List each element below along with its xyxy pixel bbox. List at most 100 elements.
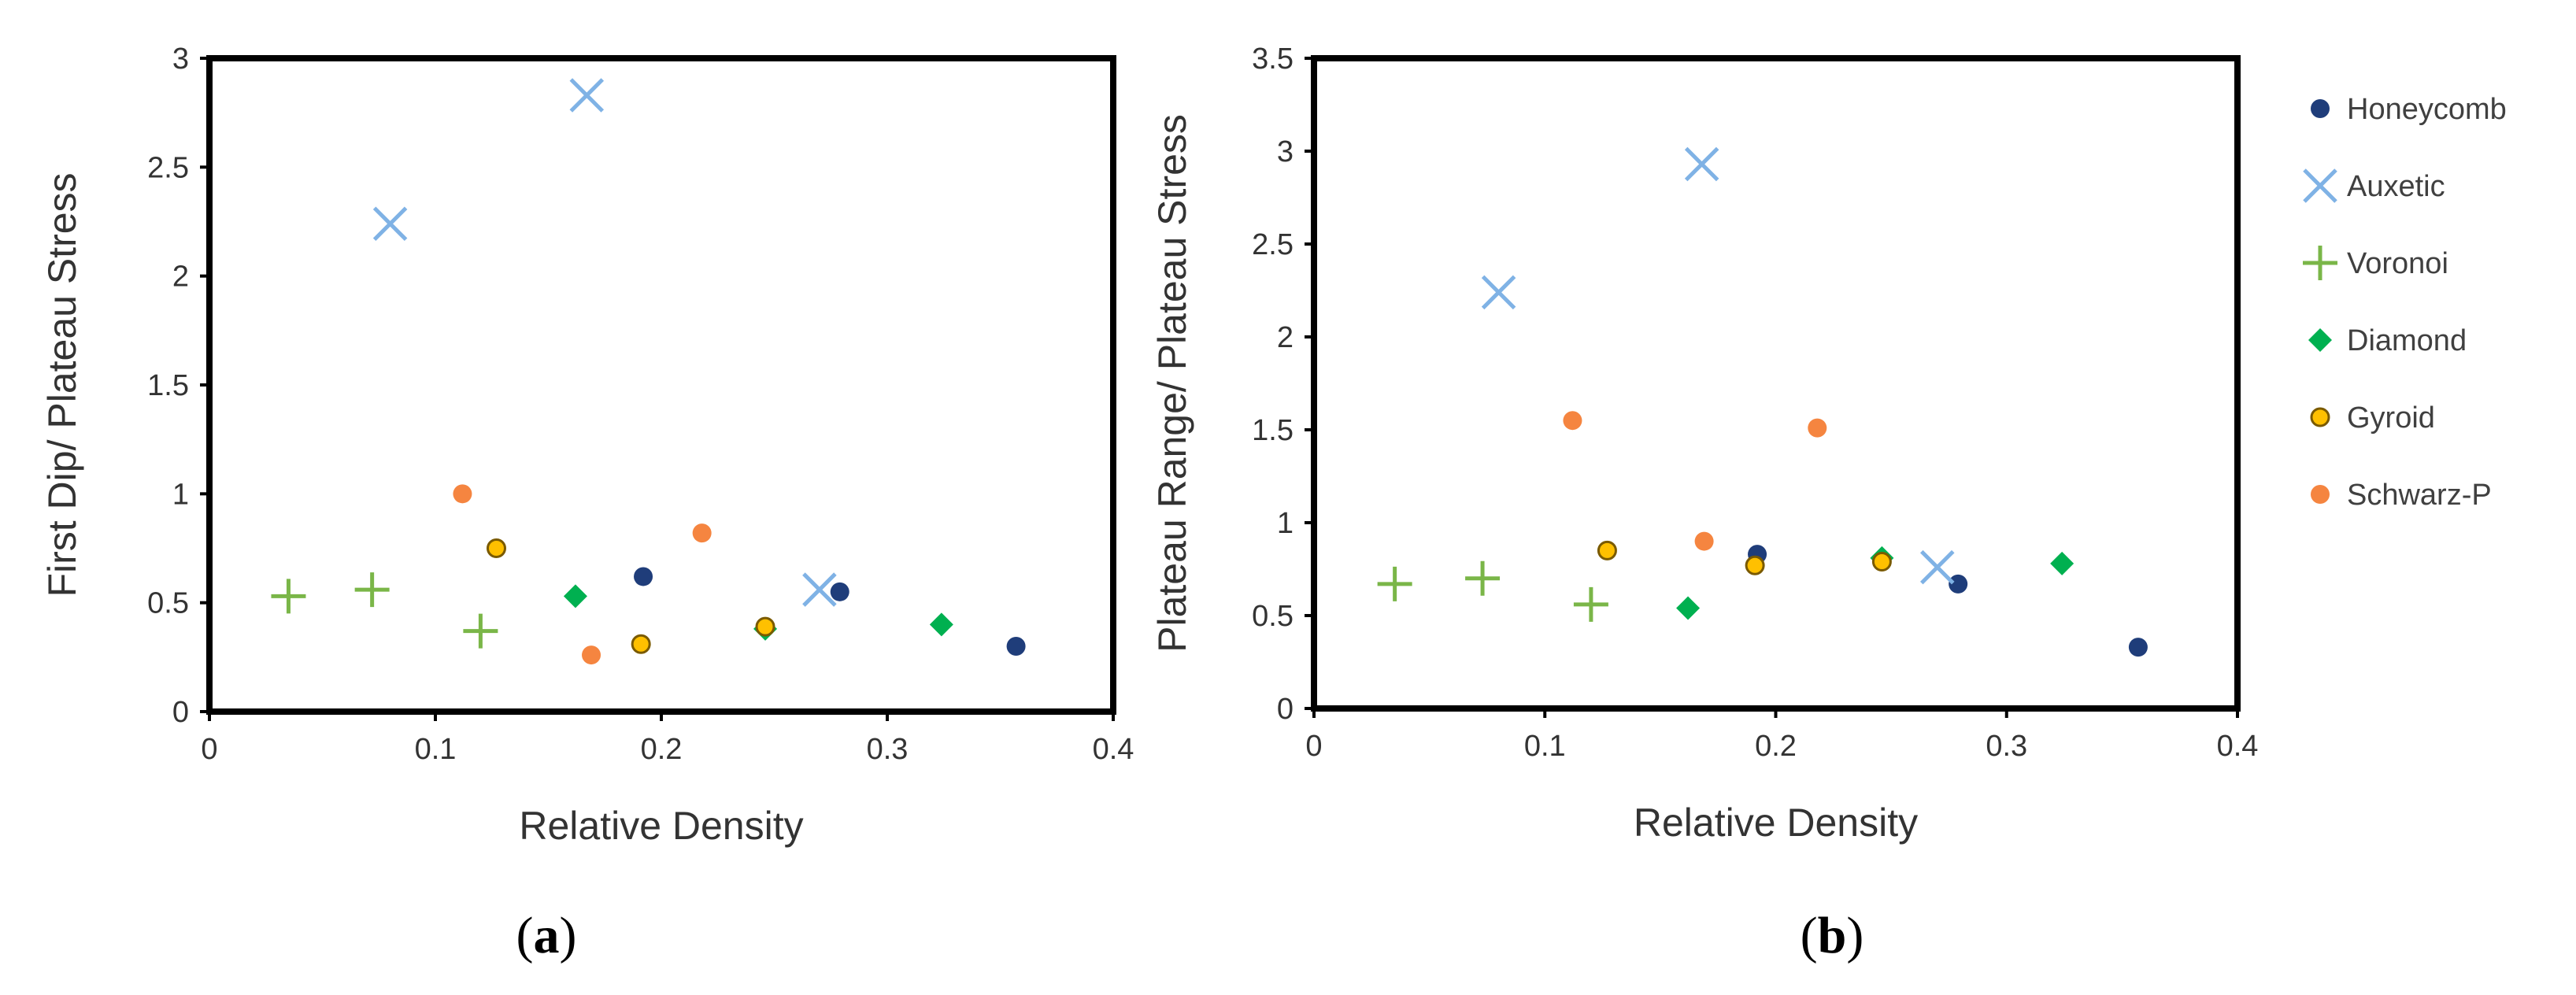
x-tick-label: 0 bbox=[1305, 730, 1322, 763]
panel-b-chart: 0 0.5 1 1.5 2 2.5 3 3.5 0 0.1 0.2 0.3 0.4 Relative De… bbox=[1150, 43, 2258, 964]
legend-item-diamond: Diamond bbox=[2308, 324, 2467, 357]
data-point-honeycomb bbox=[2128, 638, 2148, 657]
plot-frame bbox=[206, 55, 1116, 715]
data-point-schwarz-p bbox=[1694, 531, 1714, 551]
marker-shape bbox=[2128, 638, 2148, 657]
marker-shape bbox=[2308, 328, 2332, 352]
data-point-gyroid bbox=[1871, 552, 1892, 572]
y-tick-label: 0.5 bbox=[147, 587, 189, 620]
marker-shape bbox=[2310, 407, 2330, 427]
marker-stroke bbox=[1481, 275, 1516, 310]
marker-stroke bbox=[2303, 168, 2337, 203]
panel-label-paren: ( bbox=[516, 907, 534, 964]
panel-label-letter: a bbox=[534, 907, 560, 964]
data-point-voronoi bbox=[1573, 586, 1608, 622]
series-auxetic bbox=[1481, 146, 1955, 585]
y-tick-label: 2 bbox=[172, 261, 189, 294]
data-point-voronoi bbox=[1465, 560, 1501, 596]
y-tick-label: 0.5 bbox=[1252, 600, 1294, 633]
series-auxetic bbox=[372, 78, 837, 607]
x-tick-label: 0.1 bbox=[1524, 730, 1566, 763]
panel-label-letter: b bbox=[1818, 907, 1847, 964]
panel-label-paren: ) bbox=[1846, 907, 1864, 964]
data-point-auxetic bbox=[1481, 275, 1516, 310]
legend-label: Schwarz-P bbox=[2347, 479, 2492, 512]
marker-shape bbox=[1694, 531, 1714, 551]
marker-shape bbox=[582, 645, 601, 665]
data-point-diamond bbox=[2050, 551, 2074, 575]
y-tick-label: 2.5 bbox=[1252, 228, 1294, 261]
data-point-gyroid bbox=[1597, 540, 1617, 560]
y-tick-label: 3 bbox=[1277, 135, 1294, 168]
legend-marker-gyroid bbox=[2310, 407, 2330, 427]
marker-stroke bbox=[1684, 146, 1719, 182]
data-point-schwarz-p bbox=[453, 484, 472, 504]
y-tick-label: 1.5 bbox=[147, 369, 189, 402]
y-tick-label: 0 bbox=[172, 696, 189, 729]
data-point-honeycomb bbox=[1006, 637, 1026, 656]
series-honeycomb bbox=[634, 567, 1026, 656]
data-point-diamond bbox=[929, 612, 953, 637]
marker-shape bbox=[692, 523, 712, 543]
y-tick-label: 1.5 bbox=[1252, 414, 1294, 447]
data-point-voronoi bbox=[271, 579, 306, 614]
x-tick-label: 0.4 bbox=[1093, 733, 1134, 766]
legend-item-gyroid: Gyroid bbox=[2310, 401, 2435, 435]
legend-marker-honeycomb bbox=[2311, 99, 2330, 118]
marker-shape bbox=[634, 567, 653, 586]
marker-shape bbox=[2050, 551, 2074, 575]
y-tick-label: 2 bbox=[1277, 321, 1294, 354]
legend-label: Voronoi bbox=[2347, 247, 2448, 280]
y-axis-title: First Dip/ Plateau Stress bbox=[40, 172, 84, 597]
legend-marker-voronoi bbox=[2303, 246, 2337, 280]
marker-shape bbox=[1745, 555, 1765, 575]
data-point-voronoi bbox=[354, 572, 390, 608]
legend-item-voronoi: Voronoi bbox=[2303, 246, 2448, 280]
marker-shape bbox=[1949, 574, 1968, 594]
y-tick-label: 1 bbox=[172, 478, 189, 511]
y-tick-label: 3 bbox=[172, 43, 189, 76]
panel-label: (a) bbox=[516, 907, 577, 964]
legend-marker-schwarz-p bbox=[2311, 485, 2330, 504]
marker-shape bbox=[1597, 540, 1617, 560]
x-tick-label: 0.4 bbox=[2217, 730, 2259, 763]
y-tick-label: 3.5 bbox=[1252, 43, 1294, 76]
marker-shape bbox=[755, 616, 775, 637]
x-axis-title: Relative Density bbox=[1634, 801, 1918, 845]
marker-shape bbox=[830, 582, 849, 601]
data-point-gyroid bbox=[631, 634, 651, 654]
data-point-gyroid bbox=[486, 538, 506, 558]
series-gyroid bbox=[1597, 540, 1892, 575]
marker-shape bbox=[2311, 485, 2330, 504]
legend-marker-auxetic bbox=[2303, 168, 2337, 203]
marker-shape bbox=[929, 612, 953, 637]
series-schwarz-p bbox=[1563, 411, 1827, 551]
series-schwarz-p bbox=[453, 484, 712, 665]
x-tick-label: 0.2 bbox=[641, 733, 683, 766]
x-tick-label: 0.1 bbox=[415, 733, 457, 766]
data-point-honeycomb bbox=[1949, 574, 1968, 594]
x-tick-label: 0 bbox=[201, 733, 217, 766]
y-axis-title: Plateau Range/ Plateau Stress bbox=[1150, 114, 1194, 653]
data-point-auxetic bbox=[569, 78, 605, 113]
legend-label: Diamond bbox=[2347, 324, 2467, 357]
x-axis-title: Relative Density bbox=[519, 804, 803, 848]
legend-marker-diamond bbox=[2308, 328, 2332, 352]
data-point-voronoi bbox=[1377, 566, 1412, 601]
legend-label: Gyroid bbox=[2347, 401, 2435, 435]
data-point-auxetic bbox=[1684, 146, 1719, 182]
marker-stroke bbox=[802, 572, 837, 607]
legend-item-honeycomb: Honeycomb bbox=[2311, 93, 2507, 126]
data-point-auxetic bbox=[1920, 549, 1955, 585]
marker-shape bbox=[631, 634, 651, 654]
data-point-schwarz-p bbox=[582, 645, 601, 665]
legend-label: Auxetic bbox=[2347, 170, 2445, 203]
marker-shape bbox=[1808, 418, 1827, 438]
x-tick-label: 0.3 bbox=[1986, 730, 2027, 763]
y-tick-label: 2.5 bbox=[147, 151, 189, 184]
data-point-diamond bbox=[1676, 596, 1701, 620]
data-point-honeycomb bbox=[830, 582, 849, 601]
marker-shape bbox=[2311, 99, 2330, 118]
series-voronoi bbox=[1377, 560, 1608, 622]
